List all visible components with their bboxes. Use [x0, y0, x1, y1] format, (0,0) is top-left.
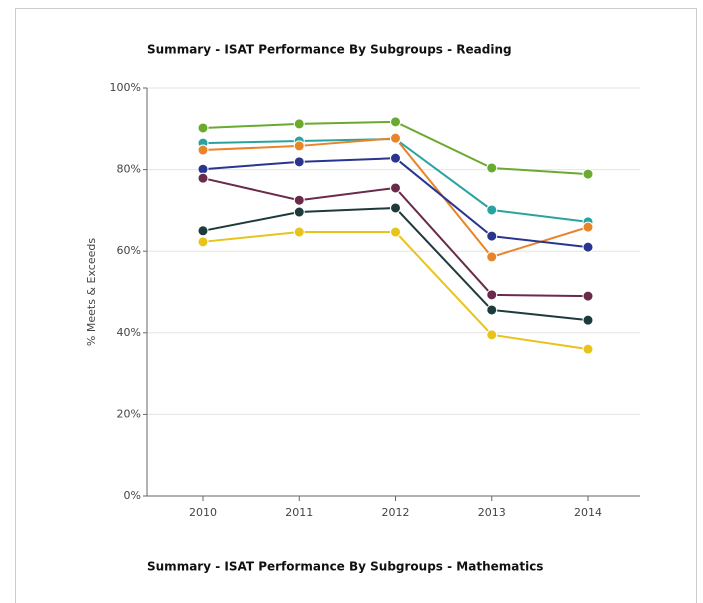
point: [486, 289, 498, 301]
point: [390, 202, 401, 214]
point: [293, 206, 305, 218]
point: [197, 172, 209, 184]
point: [390, 132, 401, 144]
point: [197, 144, 209, 156]
point: [582, 290, 594, 302]
y-tick-label: 80%: [117, 163, 141, 176]
point: [293, 226, 305, 238]
point: [390, 152, 401, 164]
point: [486, 251, 498, 263]
y-tick-label: 0%: [124, 489, 141, 502]
panel: [15, 8, 697, 603]
point: [197, 236, 209, 248]
x-tick-label: 2011: [285, 506, 313, 519]
x-tick-label: 2014: [574, 506, 602, 519]
point: [197, 122, 209, 134]
y-tick-label: 60%: [117, 244, 141, 257]
point: [486, 204, 498, 216]
y-tick-label: 40%: [117, 326, 141, 339]
point: [582, 221, 594, 233]
y-tick-label: 100%: [110, 81, 141, 94]
point: [390, 226, 401, 238]
x-tick-label: 2013: [478, 506, 506, 519]
point: [582, 168, 594, 180]
y-tick-label: 20%: [117, 407, 141, 420]
point: [390, 116, 401, 128]
point: [197, 225, 209, 237]
point: [293, 194, 305, 206]
point: [293, 156, 305, 168]
point: [486, 304, 498, 316]
point: [390, 182, 401, 194]
x-tick-label: 2010: [189, 506, 217, 519]
point: [293, 118, 305, 130]
y-axis-label: % Meets & Exceeds: [85, 238, 98, 346]
chart-title: Summary - ISAT Performance By Subgroups …: [147, 43, 512, 57]
next-chart-title: Summary - ISAT Performance By Subgroups …: [147, 560, 543, 574]
point: [293, 140, 305, 152]
x-tick-label: 2012: [382, 506, 410, 519]
point: [486, 329, 498, 341]
point: [486, 230, 498, 242]
point: [486, 162, 498, 174]
point: [582, 314, 594, 326]
point: [582, 343, 594, 355]
point: [582, 241, 594, 253]
